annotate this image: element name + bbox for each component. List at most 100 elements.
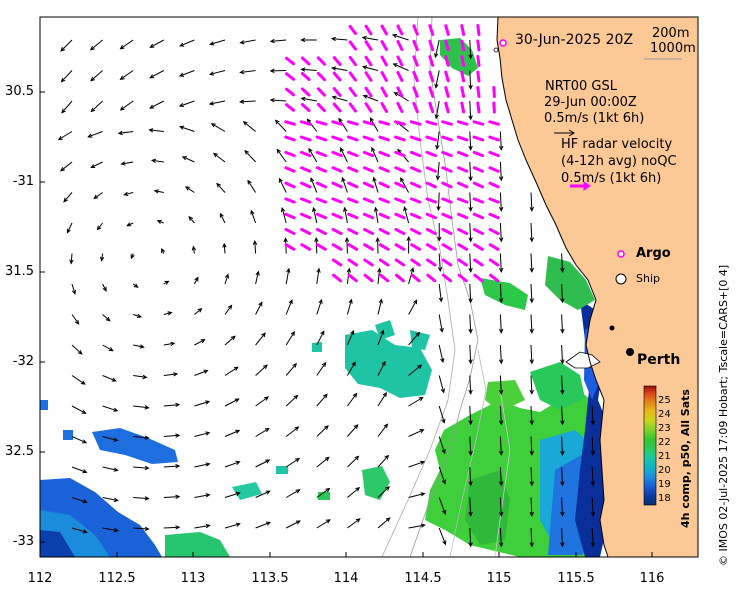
current-arrow: [530, 497, 533, 516]
hf-radar-arrow: [473, 273, 484, 283]
current-arrow: [71, 527, 87, 533]
current-arrowhead: [560, 511, 565, 517]
current-arrowhead: [60, 77, 66, 83]
current-arrowhead: [560, 420, 565, 426]
current-arrow: [255, 428, 270, 437]
current-arrowhead: [90, 164, 96, 168]
hf-radar-arrow: [378, 150, 390, 158]
hf-radar-subtitle: (4-12h avg) noQC: [561, 154, 677, 169]
current-arrowhead: [325, 519, 331, 524]
hf-radar-arrow: [378, 135, 390, 142]
current-arrow: [316, 456, 330, 468]
current-arrow: [194, 463, 210, 468]
current-arrow: [255, 521, 271, 529]
hf-radar-arrow: [363, 258, 374, 267]
current-arrowhead: [418, 396, 424, 402]
current-arrowhead: [235, 460, 241, 465]
hf-radar-arrow: [396, 24, 404, 36]
current-arrow: [255, 396, 269, 407]
hf-radar-arrow: [457, 243, 469, 251]
current-arrowhead: [330, 36, 336, 42]
current-arrow: [338, 118, 348, 132]
hf-radar-arrow: [363, 273, 374, 283]
current-arrowhead: [468, 145, 473, 151]
current-arrow: [346, 393, 358, 407]
current-arrowhead: [288, 299, 293, 305]
current-arrowhead: [142, 374, 148, 380]
hf-radar-arrow: [362, 212, 375, 220]
current-arrowhead: [90, 107, 96, 113]
current-arrowhead: [123, 191, 129, 196]
current-arrowhead: [144, 526, 150, 531]
current-arrow: [66, 222, 73, 233]
current-arrow: [276, 149, 287, 163]
current-arrow: [469, 253, 472, 272]
current-arrowhead: [306, 118, 312, 124]
hf-radar-arrow: [284, 135, 296, 142]
current-arrow: [71, 466, 87, 473]
hf-radar-arrow: [460, 55, 466, 67]
current-arrowhead: [203, 369, 209, 374]
current-arrowhead: [560, 389, 565, 395]
hf-radar-arrow: [396, 71, 404, 82]
hf-radar-arrow: [394, 197, 406, 204]
hf-radar-arrow: [284, 166, 296, 173]
current-arrow: [224, 492, 240, 498]
hf-radar-arrow: [488, 120, 500, 126]
current-arrowhead: [161, 247, 166, 254]
hf-radar-arrow: [457, 197, 469, 204]
current-arrow: [363, 95, 379, 102]
current-arrowhead: [149, 43, 155, 48]
current-arrow: [332, 67, 348, 71]
current-arrow: [194, 525, 210, 529]
current-arrowhead: [436, 206, 441, 212]
current-arrow: [400, 177, 410, 193]
hf-radar-arrow: [441, 243, 453, 251]
current-arrow: [499, 192, 502, 211]
hf-radar-arrow: [364, 40, 373, 51]
current-arrow: [152, 159, 164, 163]
current-arrow: [408, 299, 418, 315]
current-arrowhead: [529, 237, 534, 243]
current-arrow: [193, 277, 199, 285]
hf-radar-arrow: [378, 243, 390, 251]
current-arrow: [61, 70, 73, 83]
current-arrow: [219, 213, 226, 224]
current-arrowhead: [209, 71, 215, 76]
current-arrowhead: [498, 206, 504, 212]
current-arrow: [499, 375, 502, 394]
current-arrow: [70, 253, 73, 264]
hf-radar-arrow: [444, 86, 450, 98]
hf-radar-arrow: [379, 273, 390, 283]
current-arrow: [124, 192, 134, 196]
current-arrow: [362, 66, 379, 71]
current-arrowhead: [409, 267, 415, 273]
current-arrow: [179, 126, 195, 132]
current-arrowhead: [175, 402, 181, 408]
hf-radar-arrow: [378, 197, 390, 204]
current-arrowhead: [560, 328, 565, 334]
current-arrowhead: [371, 146, 376, 152]
hf-radar-arrow: [460, 101, 466, 114]
hf-radar-arrow: [425, 227, 437, 236]
hf-radar-arrow: [347, 150, 359, 158]
hf-radar-arrow: [394, 166, 406, 173]
current-arrowhead: [435, 175, 441, 181]
hf-radar-arrow: [300, 212, 312, 220]
current-arrow: [499, 253, 502, 272]
current-arrowhead: [369, 117, 374, 123]
hf-radar-arrow: [412, 24, 419, 36]
current-arrow: [255, 302, 263, 315]
current-arrowhead: [295, 520, 301, 525]
hf-radar-arrow: [300, 243, 312, 251]
current-arrowhead: [468, 450, 473, 456]
current-arrow: [120, 39, 134, 50]
current-arrow: [163, 342, 175, 346]
current-arrowhead: [144, 405, 150, 410]
current-arrowhead: [434, 53, 439, 59]
hf-radar-arrow: [410, 181, 422, 189]
current-arrow: [438, 314, 443, 332]
current-arrowhead: [590, 420, 596, 426]
current-arrow: [194, 370, 208, 376]
